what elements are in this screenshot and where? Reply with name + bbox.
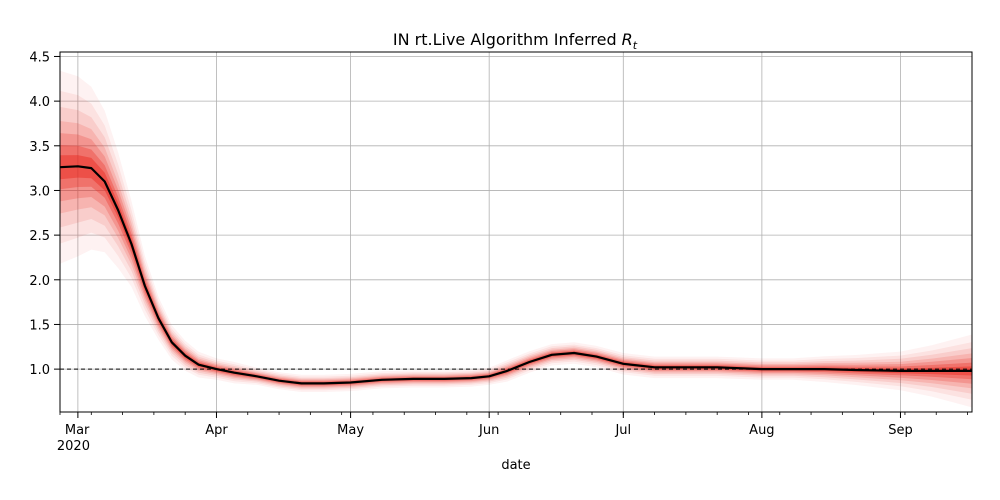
credible-interval-band [60,70,972,408]
y-tick-label: 3.5 [29,140,50,155]
chart-title: IN rt.Live Algorithm Inferred Rt [393,30,638,52]
x-tick-label: May [337,423,364,438]
credible-interval-band [60,133,972,387]
credible-interval-band [60,90,972,400]
credible-interval-band [60,121,972,389]
y-tick-label: 4.5 [29,50,50,65]
credible-interval-band [60,106,972,394]
rt-line-group [59,165,972,385]
credible-interval-band [60,145,972,386]
chart-title-text: IN rt.Live Algorithm Inferred [393,30,617,49]
credible-interval-band [60,155,972,385]
y-tick-label: 2.5 [29,229,50,244]
grid [60,52,972,412]
y-tick-label: 3.0 [29,184,50,199]
chart-title-subscript: t [633,39,638,52]
x-tick-label: Aug [749,423,774,438]
x-tick-label: Jul [614,423,631,438]
x-axis-label: date [501,458,530,473]
credible-interval-bands [60,70,972,408]
x-tick-label: Apr [205,423,228,438]
rt-line [59,165,972,385]
y-tick-label: 1.5 [29,318,50,333]
chart-title-symbol: R [622,30,633,49]
y-tick-label: 4.0 [29,95,50,110]
y-axis: 1.0 1.5 2.0 2.5 3.0 3.5 4.0 4.5 [29,50,60,378]
x-tick-label: Jun [478,423,499,438]
x-tick-sublabel: 2020 [57,439,90,454]
y-tick-label: 2.0 [29,274,50,289]
y-tick-label: 1.0 [29,363,50,378]
x-tick-label: Sep [888,423,913,438]
x-tick-label: Mar [65,423,90,438]
plot-frame [59,51,973,413]
